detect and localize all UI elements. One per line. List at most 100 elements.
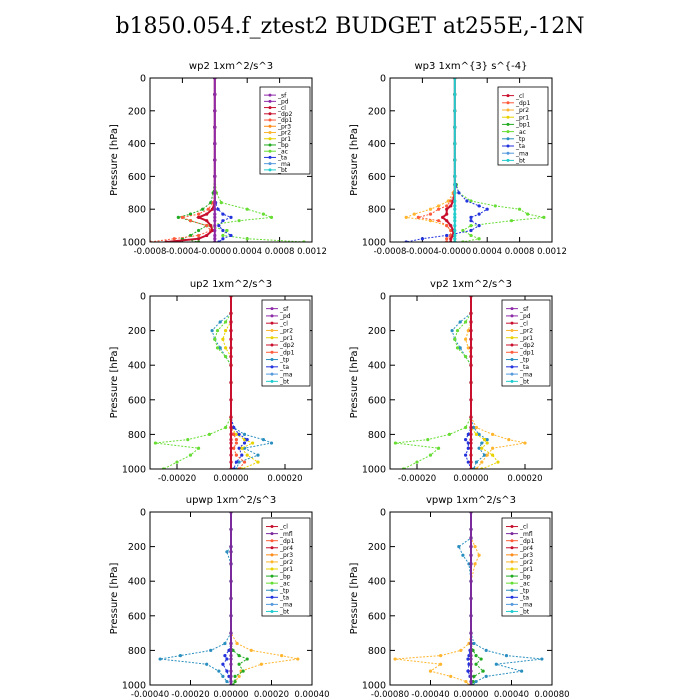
data-point [469,441,473,445]
y-axis-label: Pressure [hPa] [109,563,120,635]
x-tick-label: 0.0008 [265,247,295,257]
legend-marker [510,379,514,383]
data-point [496,460,500,464]
chart-panel-2: wp3 1xm^{3} s^{-4} Pressure [hPa] 0 200 400 6… [349,61,567,257]
data-point [479,657,483,661]
data-point [219,201,223,205]
data-point [213,92,217,96]
data-point [240,446,244,450]
legend-entry: _ma [515,150,529,157]
series-line-cl [441,78,456,242]
legend-marker [510,595,514,599]
data-point [493,204,497,208]
data-point [197,212,201,216]
data-point [464,425,468,430]
data-point [225,679,229,684]
data-point [449,674,453,678]
data-point [237,662,241,666]
data-point [469,545,473,549]
data-point [234,432,238,436]
x-tick-label: 0.0004 [472,247,502,257]
data-point [207,432,211,436]
data-point [415,460,419,464]
data-point [469,453,473,457]
chart-panel-6: vpwp 1xm^2/s^3 Pressure [hPa] 0 200 400 600 80… [349,495,570,700]
y-tick-label: 600 [128,395,146,406]
series-line-ta [406,78,489,242]
data-point [469,437,473,442]
data-point [178,653,182,658]
data-point [482,437,487,442]
data-point [229,641,233,646]
data-point [464,320,468,324]
data-point [229,446,233,450]
legend-entry: _tp [515,136,525,143]
y-tick-label: 800 [368,430,386,441]
legend-entry: _ac [277,148,288,155]
data-point [235,641,239,646]
data-point [437,204,441,208]
data-point [445,224,449,228]
data-point [188,453,193,457]
chart-title: upwp 1xm^2/s^3 [186,495,276,506]
data-point [261,437,265,442]
y-tick-label: 0 [140,292,146,303]
data-point [229,311,233,315]
x-tick-label: 0.0004 [232,247,262,257]
legend-marker [506,144,510,148]
x-tick-label: 0.0012 [537,247,567,257]
legend-entry: _ma [279,602,293,609]
data-point [229,669,233,673]
data-point [393,657,397,661]
data-point [225,228,229,233]
data-point [449,199,453,203]
legend-entry: _bp [277,142,289,149]
legend-entry: _pr2 [277,130,291,137]
chart-panel-1: wp2 1xm^2/s^3 Pressure [hPa] 0 200 400 600 800… [109,61,327,257]
data-point [472,425,476,430]
legend-entry: _bp [519,573,531,580]
legend-marker [270,336,274,340]
data-point [229,631,233,635]
data-point [223,653,227,658]
legend-marker [268,124,272,128]
data-point [420,237,424,241]
data-point [245,437,249,442]
data-point [224,354,228,359]
data-point [469,329,473,333]
data-point [426,437,430,442]
legend-entry: _pr2 [279,559,293,566]
series-line-pr2 [404,78,456,242]
legend-marker [270,560,274,564]
y-tick-label: 800 [128,646,146,657]
data-point [223,641,227,646]
legend: _cl_dp1_pr2_pr1_bp1_ac_tp_ta_ma_bt [497,86,549,166]
x-tick-label: 0.0008 [505,247,535,257]
data-point [205,212,209,216]
data-point [232,446,236,450]
data-point [477,212,481,216]
chart-title: wp2 1xm^2/s^3 [189,61,273,72]
data-point [523,441,527,445]
legend-marker [270,602,274,606]
data-point [469,363,473,367]
data-point [469,648,473,653]
data-point [242,432,247,436]
legend-entry: _pd [519,313,531,320]
data-point [464,337,468,341]
y-tick-label: 600 [128,172,146,183]
data-point [455,329,460,333]
data-point [224,329,228,333]
plot-frame [389,295,553,470]
data-point [469,415,473,419]
chart-title: up2 1xm^2/s^3 [190,279,272,290]
data-point [472,641,476,646]
data-point [477,237,481,241]
data-point [504,653,509,658]
data-point [484,648,488,653]
legend-marker [268,137,272,141]
data-point [469,553,473,557]
legend-entry: _cl [279,320,288,327]
y-tick-label: 600 [368,172,386,183]
data-point [453,215,457,219]
